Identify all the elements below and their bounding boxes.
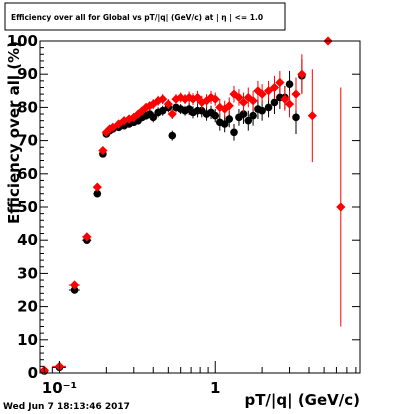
data-point [280,94,290,104]
data-point [163,99,173,109]
data-point [137,106,147,116]
y-tick-label: 0 [28,364,38,382]
data-point [307,111,317,121]
y-axis: 0 10 20 30 40 50 60 70 80 90 100 [7,32,360,382]
data-point [225,115,234,123]
y-tick-label: 60 [17,165,38,183]
y-tick-label: 40 [17,231,38,249]
data-point [275,77,285,88]
data-point [336,202,346,212]
data-point [269,82,280,93]
data-point [192,92,203,103]
data-point [248,96,258,106]
data-point [148,99,158,109]
data-point [168,131,177,140]
data-point [82,232,92,242]
data-point [224,101,234,111]
data-markers [39,36,346,375]
data-point [98,145,108,156]
y-tick-label: 100 [7,32,38,50]
data-point [101,127,111,137]
y-tick-label: 10 [17,331,38,349]
x-axis-title: pT/|q| (GeV/c) [244,391,360,410]
data-point [291,89,301,99]
data-point [234,92,244,103]
y-tick-label: 80 [17,98,38,116]
data-point [230,128,238,137]
data-point [258,106,266,115]
x-tick-label: 1 [210,379,220,397]
data-point [167,109,177,119]
x-tick-label: 10⁻¹ [42,379,77,397]
y-tick-label: 30 [17,264,38,282]
data-point [69,280,80,290]
title-box [4,2,286,31]
footer-timestamp: Wed Jun 7 18:13:46 2017 [3,402,130,412]
y-tick-label: 20 [17,298,38,316]
data-point [249,111,257,120]
data-point [264,103,273,112]
y-tick-label: 90 [17,65,38,83]
data-point [129,112,139,122]
data-point [297,69,307,79]
data-point [108,122,118,132]
data-point [244,116,253,125]
data-point [158,106,167,115]
data-point [158,94,168,104]
data-point [257,89,267,99]
data-point [263,86,274,96]
y-tick-label: 50 [17,198,38,216]
y-axis-title: Efficiency over all (%) [5,41,23,224]
data-point [70,286,79,294]
x-axis: 10⁻¹ 1 [42,361,357,397]
data-point [220,120,229,128]
data-point [239,110,248,118]
data-point [211,111,220,120]
data-point [284,99,295,109]
data-point [149,113,158,122]
data-point [92,182,102,192]
series-2 [39,36,346,375]
data-point [93,189,102,198]
data-point [270,98,279,107]
data-point [285,80,294,88]
data-point [292,113,300,122]
chart-title: Efficiency over all for Global vs pT/|q|… [11,13,263,23]
data-point [210,94,220,104]
y-tick-label: 70 [17,132,38,150]
data-point [238,97,249,108]
